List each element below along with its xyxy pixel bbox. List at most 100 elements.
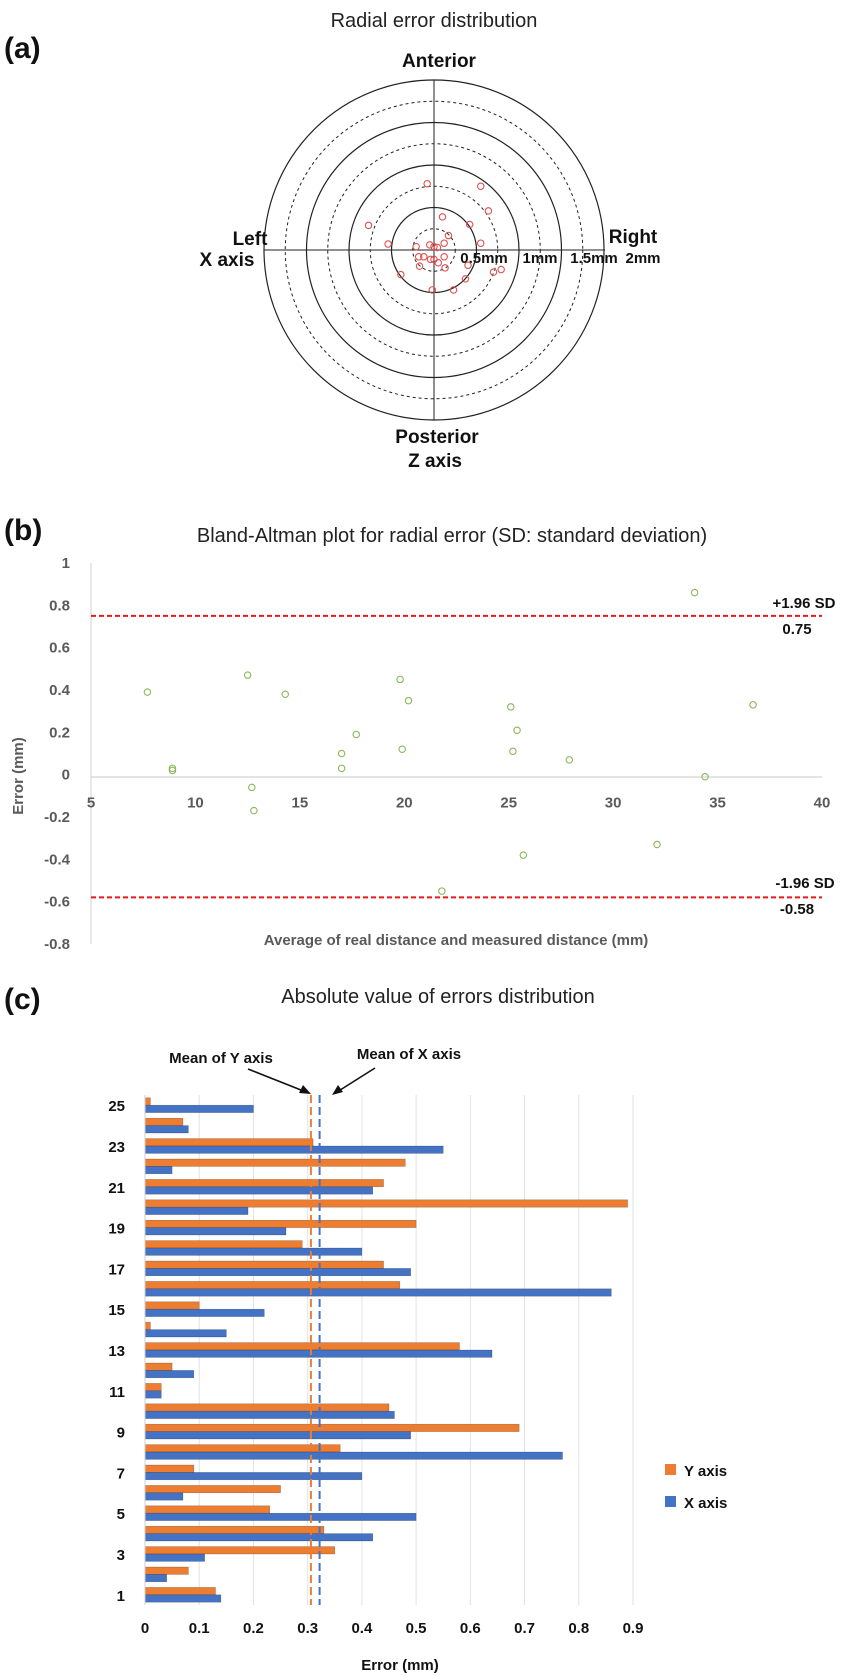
panel-b-y-tick-0: 1 (62, 555, 70, 572)
panel-c-letter: (c) (4, 983, 41, 1016)
lower-limit-label: -1.96 SD (775, 875, 834, 892)
polar-label-posterior: Posterior (395, 427, 479, 448)
panel-b-x-tick-3: 20 (396, 795, 413, 812)
panel-b-y-ticks: 1 0.8 0.6 0.4 0.2 0 -0.2 -0.4 -0.6 -0.8 (44, 555, 71, 953)
bar-y-axis-17 (144, 1260, 384, 1269)
panel-b-x-ticks: 5 10 15 20 25 30 35 40 (87, 795, 831, 812)
panel-b-x-label: Average of real distance and measured di… (264, 932, 649, 949)
bar-y-axis-10 (144, 1403, 390, 1412)
polar-point-10 (425, 241, 434, 249)
ring-label-0-5mm: 0.5mm (460, 250, 508, 267)
panel-c-x-tick-8: 0.8 (568, 1620, 589, 1637)
panel-b-point-5 (250, 806, 258, 815)
panel-c-x-tick-5: 0.5 (406, 1620, 427, 1637)
panel-c-category-label-21: 21 (108, 1180, 125, 1197)
panel-b-point-18 (565, 756, 574, 764)
bar-x-axis-6 (144, 1492, 184, 1501)
bar-x-axis-11 (144, 1390, 162, 1399)
panel-b-point-14 (507, 703, 515, 711)
mean-y-arrowhead (299, 1085, 311, 1094)
panel-c-x-tick-3: 0.3 (297, 1620, 318, 1637)
panel-c-category-label-11: 11 (109, 1384, 125, 1401)
bar-y-axis-25 (144, 1097, 151, 1106)
bar-y-axis-5 (144, 1505, 270, 1514)
bar-y-axis-1 (144, 1587, 216, 1596)
bar-y-axis-14 (144, 1321, 151, 1330)
polar-point-13 (433, 243, 442, 252)
panel-c-category-label-25: 25 (108, 1098, 125, 1115)
panel-c-category-label-7: 7 (117, 1465, 125, 1482)
panel-b-title: Bland-Altman plot for radial error (SD: … (197, 525, 707, 547)
bar-x-axis-20 (144, 1206, 249, 1215)
panel-b-point-7 (337, 749, 346, 758)
legend-label-y-axis: Y axis (684, 1463, 727, 1480)
bar-x-axis-22 (144, 1166, 173, 1175)
legend-label-x-axis: X axis (684, 1495, 727, 1512)
panel-b-point-21 (701, 773, 709, 781)
panel-b-point-16 (513, 726, 521, 734)
bar-x-axis-18 (144, 1247, 363, 1256)
lower-limit-value: -0.58 (780, 901, 814, 918)
bar-x-axis-8 (144, 1451, 563, 1460)
panel-b-x-tick-7: 40 (814, 795, 831, 812)
panel-c-x-tick-0: 0 (141, 1620, 149, 1637)
panel-c-category-label-23: 23 (108, 1139, 125, 1156)
bar-y-axis-4 (144, 1525, 325, 1534)
bar-x-axis-19 (144, 1227, 287, 1236)
panel-b-y-tick-2: 0.6 (49, 640, 70, 657)
panel-c-x-tick-1: 0.1 (189, 1620, 210, 1637)
bar-x-axis-10 (144, 1410, 395, 1419)
polar-label-right: Right (609, 227, 658, 248)
panel-c-x-tick-6: 0.6 (460, 1620, 481, 1637)
polar-point-1 (476, 182, 485, 191)
bar-y-axis-7 (144, 1464, 195, 1473)
bar-x-axis-21 (144, 1186, 373, 1195)
panel-b-y-tick-1: 0.8 (49, 597, 70, 614)
panel-a: (a) Radial error distribution Anterior L… (4, 10, 661, 472)
panel-c-category-label-19: 19 (108, 1221, 125, 1238)
polar-point-19 (434, 258, 442, 267)
polar-point-3 (364, 221, 373, 230)
mean-y-arrow (247, 1068, 307, 1093)
panel-b-point-15 (509, 747, 517, 756)
bar-y-axis-2 (144, 1566, 189, 1575)
bar-x-axis-16 (144, 1288, 612, 1297)
polar-point-25 (397, 270, 405, 279)
polar-label-x-axis: X axis (200, 250, 255, 271)
bar-x-axis-25 (144, 1104, 254, 1113)
panel-c-bars (144, 1097, 628, 1603)
bar-x-axis-3 (144, 1553, 205, 1562)
polar-point-12 (430, 242, 438, 251)
panel-c-category-label-3: 3 (117, 1547, 125, 1564)
polar-label-anterior: Anterior (402, 51, 477, 72)
panel-b-point-13 (438, 887, 446, 895)
panel-b-point-19 (653, 840, 661, 849)
bar-x-axis-15 (144, 1308, 265, 1317)
bar-y-axis-18 (144, 1240, 303, 1249)
bar-y-axis-23 (144, 1138, 314, 1147)
polar-points (364, 179, 505, 294)
bar-x-axis-1 (144, 1594, 222, 1603)
bar-x-axis-2 (144, 1574, 167, 1583)
bar-y-axis-19 (144, 1219, 417, 1228)
bar-y-axis-15 (144, 1301, 200, 1310)
panel-b-x-tick-6: 35 (709, 795, 726, 812)
panel-b-y-label: Error (mm) (10, 737, 27, 815)
panel-b-point-1 (168, 764, 177, 773)
bar-y-axis-21 (144, 1179, 384, 1188)
legend-swatch-y-axis (665, 1464, 676, 1475)
bar-x-axis-12 (144, 1370, 195, 1379)
panel-c-legend: Y axis X axis (665, 1463, 727, 1512)
polar-point-6 (444, 231, 453, 240)
bar-y-axis-22 (144, 1158, 406, 1167)
polar-ring-labels: 0.5mm 1mm 1.5mm 2mm (460, 250, 660, 267)
bar-x-axis-23 (144, 1145, 444, 1154)
panel-c-category-label-9: 9 (117, 1425, 125, 1442)
bar-y-axis-11 (144, 1383, 162, 1392)
panel-c-x-ticks: 0 0.1 0.2 0.3 0.4 0.5 0.6 0.7 0.8 0.9 (141, 1620, 644, 1637)
bar-y-axis-3 (144, 1546, 336, 1555)
mean-x-arrowhead (332, 1085, 343, 1095)
polar-point-22 (464, 261, 472, 270)
bar-y-axis-16 (144, 1281, 401, 1290)
